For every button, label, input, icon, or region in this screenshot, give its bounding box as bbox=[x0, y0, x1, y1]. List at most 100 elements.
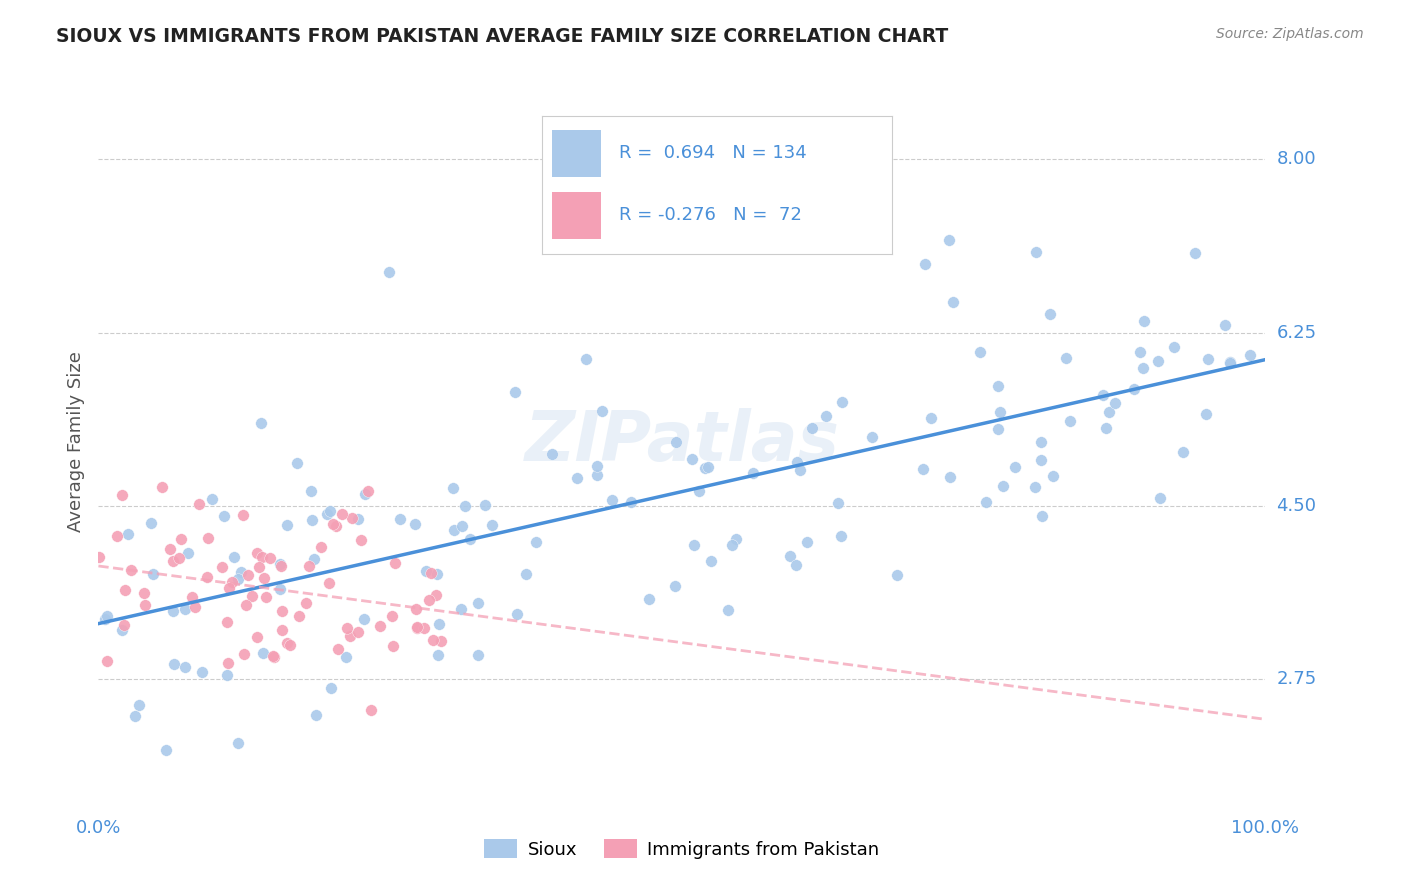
Point bbox=[384, 557, 406, 571]
Point bbox=[1149, 491, 1171, 506]
Point bbox=[232, 508, 254, 522]
Point bbox=[112, 618, 135, 632]
Point bbox=[350, 533, 373, 548]
Point bbox=[96, 654, 118, 668]
Point bbox=[215, 667, 238, 681]
Point bbox=[309, 540, 332, 554]
Point bbox=[422, 633, 444, 648]
Point bbox=[280, 638, 302, 652]
Point bbox=[159, 542, 181, 557]
Point bbox=[1024, 480, 1046, 494]
Point bbox=[250, 550, 273, 565]
Point bbox=[1122, 382, 1144, 396]
Point bbox=[96, 608, 118, 623]
Point bbox=[779, 549, 801, 564]
Point bbox=[163, 657, 186, 671]
Point bbox=[94, 612, 117, 626]
Point bbox=[1104, 395, 1126, 409]
Point bbox=[347, 624, 370, 639]
Point bbox=[114, 582, 136, 597]
Point bbox=[1197, 352, 1219, 367]
Point bbox=[914, 257, 936, 271]
Point bbox=[215, 615, 238, 629]
Point bbox=[226, 736, 249, 750]
Point bbox=[443, 523, 465, 537]
Point bbox=[1219, 355, 1241, 369]
Point bbox=[211, 559, 233, 574]
Point bbox=[150, 480, 173, 494]
Point bbox=[141, 516, 163, 531]
Point bbox=[796, 534, 818, 549]
Point bbox=[1163, 340, 1185, 354]
Point bbox=[124, 709, 146, 723]
Point bbox=[120, 563, 142, 577]
Point bbox=[405, 602, 427, 616]
Point bbox=[155, 743, 177, 757]
Point bbox=[360, 703, 382, 717]
Point bbox=[920, 411, 942, 425]
Point bbox=[415, 564, 437, 578]
Point bbox=[425, 566, 447, 581]
Point bbox=[263, 649, 285, 664]
Point bbox=[117, 526, 139, 541]
Point bbox=[785, 558, 807, 572]
Point bbox=[174, 601, 197, 615]
Point bbox=[991, 478, 1014, 492]
Point bbox=[254, 590, 277, 604]
Point bbox=[236, 567, 259, 582]
Point bbox=[974, 495, 997, 509]
Legend: Sioux, Immigrants from Pakistan: Sioux, Immigrants from Pakistan bbox=[477, 832, 887, 866]
Point bbox=[725, 532, 748, 546]
Point bbox=[177, 546, 200, 560]
Point bbox=[111, 624, 134, 638]
Point bbox=[405, 620, 427, 634]
Point bbox=[717, 603, 740, 617]
Point bbox=[1173, 445, 1195, 459]
Point bbox=[427, 616, 450, 631]
Point bbox=[420, 566, 443, 580]
Point bbox=[247, 559, 270, 574]
Point bbox=[1184, 245, 1206, 260]
Point bbox=[321, 681, 343, 696]
Point bbox=[620, 495, 643, 509]
Point bbox=[128, 698, 150, 712]
Point bbox=[830, 529, 852, 543]
Point bbox=[299, 484, 322, 499]
Point bbox=[827, 496, 849, 510]
Point bbox=[188, 497, 211, 511]
Point bbox=[474, 498, 496, 512]
Point bbox=[302, 551, 325, 566]
Point bbox=[1195, 407, 1218, 421]
Point bbox=[574, 351, 596, 366]
Point bbox=[353, 612, 375, 626]
Point bbox=[197, 532, 219, 546]
Point bbox=[305, 708, 328, 723]
Text: 2.75: 2.75 bbox=[1277, 670, 1317, 688]
Point bbox=[319, 503, 342, 517]
Point bbox=[259, 551, 281, 566]
Point bbox=[585, 459, 607, 474]
Point bbox=[541, 447, 564, 461]
Point bbox=[340, 511, 363, 525]
Point bbox=[301, 513, 323, 527]
Text: Source: ZipAtlas.com: Source: ZipAtlas.com bbox=[1216, 27, 1364, 41]
Point bbox=[886, 567, 908, 582]
Point bbox=[287, 457, 309, 471]
Point bbox=[1094, 420, 1116, 434]
Point bbox=[240, 589, 263, 603]
Point bbox=[232, 647, 254, 661]
Text: 4.50: 4.50 bbox=[1277, 497, 1316, 515]
Point bbox=[786, 455, 808, 469]
Point bbox=[162, 604, 184, 618]
Point bbox=[325, 519, 347, 533]
Point bbox=[1239, 348, 1261, 362]
Point bbox=[987, 422, 1010, 436]
Point bbox=[1031, 434, 1053, 449]
Point bbox=[567, 471, 589, 485]
Point bbox=[339, 629, 361, 643]
Point bbox=[235, 598, 257, 612]
Point bbox=[110, 488, 132, 502]
Point bbox=[664, 579, 686, 593]
Point bbox=[269, 582, 291, 596]
Point bbox=[789, 463, 811, 477]
